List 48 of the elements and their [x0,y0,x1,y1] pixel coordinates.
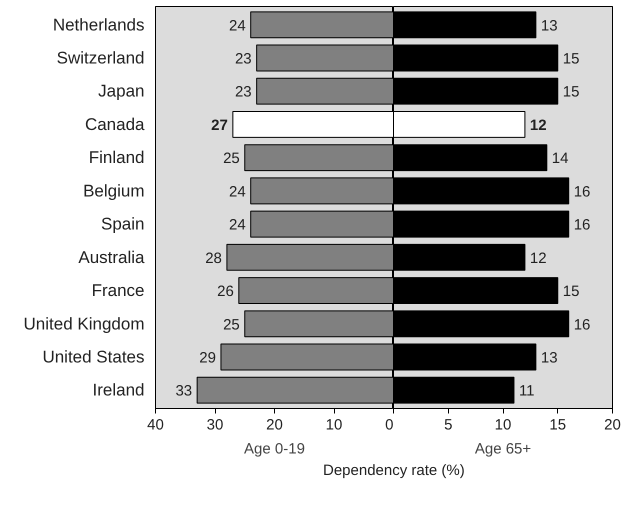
data-label: 24 [229,216,246,234]
data-label: 13 [540,350,558,367]
data-label: 25 [223,150,240,168]
data-label: 28 [205,250,222,267]
x-axis-title: Age 0-19 [244,440,305,458]
data-label: 15 [562,84,580,101]
y-tick-label: France [92,281,145,300]
y-tick-label: Japan [98,82,145,101]
x-tick-label: 20 [604,416,621,434]
x-tick-label: 5 [444,416,452,434]
data-label: 14 [552,150,568,168]
data-label: 33 [175,382,192,400]
text: Dependency rate (%) [323,461,465,481]
data-label: 23 [234,50,252,68]
data-label: 24 [229,17,246,34]
x-tick-label: 30 [206,416,224,434]
data-label: 16 [574,316,590,334]
data-label: 12 [530,116,547,134]
y-tick-label: United Kingdom [24,314,145,334]
x-tick-label: 20 [266,416,283,434]
x-tick-label: 10 [494,416,512,434]
data-label: 16 [574,216,590,234]
y-tick-label: Canada [84,114,146,134]
data-label: 15 [562,50,580,68]
data-label: 13 [540,17,558,34]
y-tick-label: Netherlands [52,15,145,34]
data-label: 24 [229,183,246,200]
y-tick-label: Belgium [83,181,145,200]
data-label: 11 [518,382,535,400]
x-tick-label: 0 [385,416,394,434]
x-tick-label: 40 [147,416,164,434]
y-tick-label: Australia [78,248,146,267]
data-label: 26 [217,283,234,300]
x-axis-title: Age 65+ [474,440,532,458]
data-label: 27 [211,116,228,134]
data-label: 29 [199,350,216,367]
data-label: 15 [562,283,580,300]
y-tick-label: United States [42,348,145,367]
x-tick-label: 10 [326,416,342,434]
y-tick-label: Ireland [92,380,145,400]
y-tick-label: Spain [101,214,145,234]
y-tick-label: Switzerland [56,48,145,68]
data-label: 12 [530,250,547,267]
x-tick-label: 15 [549,416,566,434]
data-label: 25 [223,316,240,334]
data-label: 16 [574,183,590,200]
data-label: 23 [234,84,252,101]
y-tick-label: Finland [88,148,145,168]
